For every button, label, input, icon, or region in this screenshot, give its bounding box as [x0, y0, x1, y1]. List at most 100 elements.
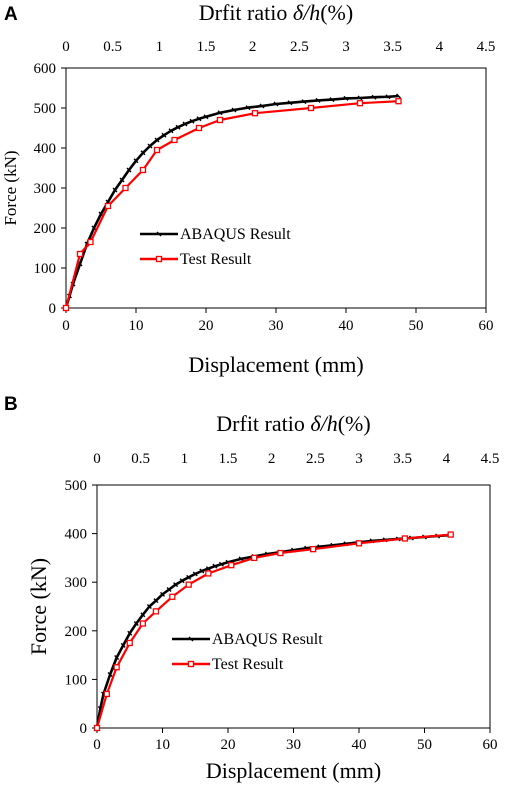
data-point-abaqus [107, 672, 113, 678]
data-point-test [93, 724, 101, 732]
x-tick-label: 0 [62, 318, 70, 334]
data-point-test [171, 136, 178, 144]
top-tick-label: 3.5 [393, 451, 412, 467]
data-point-abaqus [175, 124, 181, 130]
data-point-abaqus [196, 116, 202, 122]
data-point-abaqus [259, 103, 265, 109]
x-tick-label: 60 [479, 318, 494, 334]
data-point-test [113, 664, 120, 671]
data-point-abaqus [182, 121, 188, 127]
top-tick-label: 0.5 [131, 451, 150, 467]
data-point-abaqus [192, 571, 198, 577]
y-tick-label: 200 [34, 221, 57, 237]
top-tick-label: 2 [249, 39, 257, 55]
data-point-test [307, 104, 315, 112]
chart-b: B Drfit ratio δ/h(%) 0 0.5 1 1.5 2 2.5 3 3.5 4 4.5 0… [4, 394, 500, 783]
legend-marker [155, 255, 163, 263]
data-point-test [104, 202, 112, 210]
data-point-abaqus [140, 150, 146, 156]
data-point-test [126, 639, 133, 647]
top-tick-label: 2.5 [306, 451, 325, 467]
top-tick-label: 4.5 [481, 451, 500, 467]
data-point-abaqus [231, 107, 237, 113]
data-point-abaqus [199, 568, 205, 574]
data-point-abaqus [212, 563, 218, 569]
data-point-abaqus [273, 101, 279, 107]
y-tick-label: 300 [65, 575, 88, 591]
data-point-abaqus [173, 582, 179, 588]
data-point-abaqus [203, 114, 209, 120]
data-point-abaqus [154, 137, 160, 143]
legend-label: Test Result [212, 656, 284, 673]
data-point-abaqus [329, 97, 335, 103]
data-point-abaqus [140, 612, 146, 618]
data-point-test [356, 100, 364, 107]
top-axis-title-prefix: Drfit ratio [199, 0, 293, 25]
data-point-abaqus [127, 630, 133, 636]
top-axis-title-prefix: Drfit ratio [216, 411, 310, 436]
data-point-abaqus [343, 95, 349, 101]
y-tick-label: 400 [34, 141, 57, 157]
data-point-abaqus [153, 598, 159, 604]
top-tick-label: 1 [156, 39, 164, 55]
y-tick-label: 0 [49, 301, 57, 317]
data-point-abaqus [287, 100, 293, 106]
top-axis-title-suffix: (%) [338, 411, 371, 436]
data-point-test [447, 531, 454, 538]
top-tick-label: 2 [268, 451, 276, 467]
legend-marker [156, 231, 162, 237]
data-point-abaqus [161, 132, 167, 138]
data-point-test [355, 540, 363, 547]
x-tick-label: 50 [409, 318, 424, 334]
legend-marker [188, 636, 194, 642]
data-point-abaqus [160, 591, 165, 597]
y-axis-title: Force (kN) [26, 558, 51, 655]
top-axis-title-suffix: (%) [320, 0, 353, 25]
panel-letter: B [4, 394, 18, 415]
top-tick-label: 2.5 [290, 39, 309, 55]
data-point-abaqus [179, 578, 185, 584]
y-tick-label: 400 [65, 527, 88, 543]
data-point-test [195, 124, 203, 132]
data-point-abaqus [146, 604, 152, 609]
data-point-test [251, 110, 259, 117]
data-point-abaqus [112, 187, 118, 193]
data-point-test [185, 581, 192, 588]
data-point-test [205, 570, 212, 577]
legend-label: ABAQUS Result [180, 226, 291, 243]
x-tick-label: 20 [199, 318, 214, 334]
x-axis-title: Displacement (mm) [188, 352, 363, 377]
series-line-test [64, 100, 399, 309]
top-axis-title: Drfit ratio δ/h(%) [216, 411, 370, 436]
data-point-test [251, 554, 258, 562]
top-tick-label: 0 [93, 451, 101, 467]
data-point-abaqus [245, 105, 251, 111]
data-point-abaqus [91, 225, 97, 231]
x-tick-label: 0 [93, 737, 101, 753]
data-point-abaqus [126, 167, 132, 173]
data-point-test [277, 549, 284, 557]
data-point-test [152, 608, 160, 615]
data-point-test [103, 690, 110, 698]
x-tick-label: 60 [483, 737, 498, 753]
y-axis-title: Force (kN) [1, 150, 20, 225]
data-point-abaqus [357, 95, 363, 101]
data-point-abaqus [186, 574, 192, 580]
y-tick-label: 0 [80, 721, 88, 737]
data-point-test [139, 166, 147, 174]
data-point-abaqus [218, 561, 224, 567]
series-line-test [95, 533, 451, 729]
top-axis-title-symbol: δ/h [310, 411, 337, 436]
top-tick-label: 1.5 [197, 39, 216, 55]
data-point-abaqus [385, 94, 391, 100]
data-point-test [395, 98, 402, 105]
data-point-test [228, 562, 235, 569]
x-tick-label: 30 [286, 737, 301, 753]
x-tick-label: 30 [269, 318, 284, 334]
data-point-abaqus [238, 556, 244, 562]
top-tick-label: 4 [436, 39, 444, 55]
x-tick-label: 10 [155, 737, 170, 753]
data-point-abaqus [114, 655, 120, 661]
top-tick-label: 3 [355, 451, 363, 467]
data-point-test [153, 146, 161, 154]
